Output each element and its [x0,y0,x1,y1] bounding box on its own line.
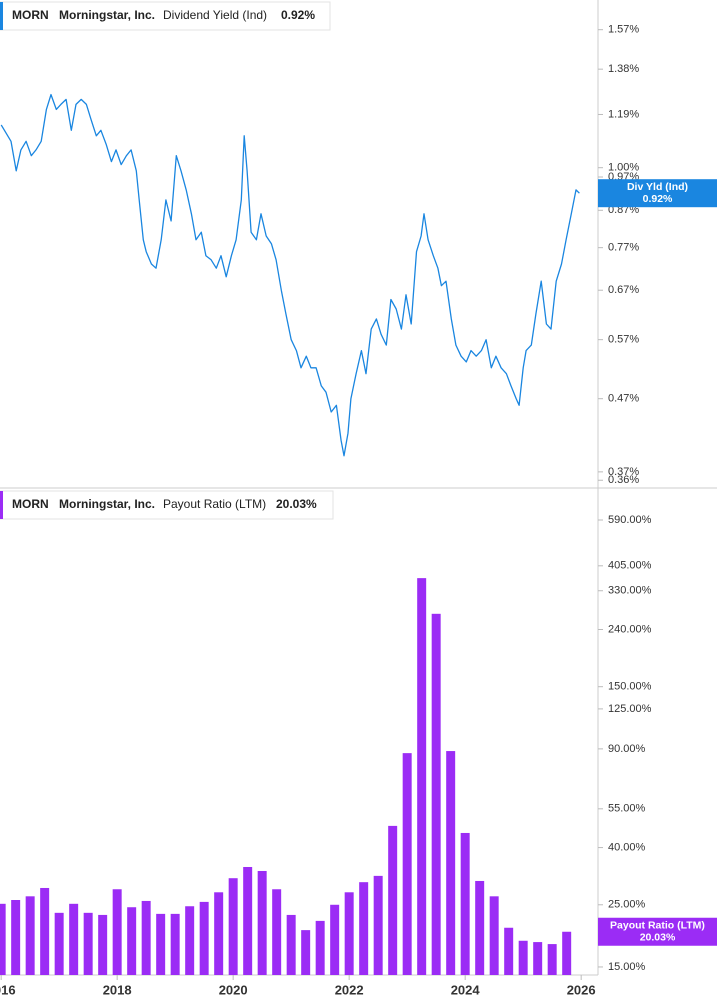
y-tick-label: 55.00% [608,803,646,815]
x-tick-label: 2018 [103,982,132,997]
bar [344,892,354,975]
bar [475,880,485,975]
marker-value: 0.92% [643,193,673,205]
line [0,93,580,457]
y-tick-label: 590.00% [608,514,652,526]
bar [98,914,108,975]
y-tick-label: 0.67% [608,284,639,296]
markers: Div Yld (Ind)0.92% Payout Ratio (LTM)20.0… [598,179,717,946]
x-tick-label: 2024 [451,982,481,997]
bar [11,900,21,975]
bar [54,912,64,975]
bar [402,753,412,975]
y-tick-label: 1.00% [608,162,639,174]
header-box [0,490,334,520]
ticker: MORN [12,497,49,511]
bar [141,900,151,975]
series-name: Dividend Yield (Ind) [163,8,267,22]
axes: 1.57%1.38%1.19%1.00%0.97%0.87%0.77%0.67%… [0,24,652,998]
header-1: MORN Morningstar, Inc. Payout Ratio (LTM… [0,490,334,520]
bar [243,866,253,975]
marker-label: Div Yld (Ind) [627,181,688,193]
header-stripe [0,2,3,30]
bar [170,913,180,975]
plot-0 [0,93,580,457]
y-tick-label: 0.87% [608,204,639,216]
bar [83,912,93,975]
y-tick-label: 0.36% [608,474,639,486]
company: Morningstar, Inc. [59,8,155,22]
bar [214,892,224,975]
y-tick-label: 0.77% [608,242,639,254]
x-tick-label: 2020 [219,982,248,997]
y-tick-label: 405.00% [608,560,652,572]
y-tick-label: 25.00% [608,899,646,911]
bar [199,901,209,975]
bar [446,751,456,975]
bar [373,875,383,975]
current-value: 0.92% [281,8,315,22]
current-value: 20.03% [276,497,317,511]
y-tick-label: 0.37% [608,466,639,478]
y-tick-label: 1.19% [608,108,639,120]
marker-label: Payout Ratio (LTM) [610,920,705,932]
bar [460,832,470,975]
bar [257,870,267,975]
bar [315,920,325,975]
x-tick-label: 2016 [0,982,16,997]
y-tick-label: 0.57% [608,334,639,346]
bar [272,889,282,975]
header-box [0,1,331,31]
bar [388,825,398,975]
x-tick-label: 2026 [567,982,596,997]
series-name: Payout Ratio (LTM) [163,497,266,511]
bar [417,578,427,975]
bar [0,903,6,975]
header-0: MORN Morningstar, Inc. Dividend Yield (I… [0,1,331,31]
y-tick-label: 240.00% [608,623,652,635]
bar [359,882,369,975]
y-tick-label: 0.47% [608,393,639,405]
value-marker [598,917,717,946]
bar [112,889,122,975]
bar [40,887,50,975]
bar [330,904,340,975]
y-tick-label: 330.00% [608,585,652,597]
y-tick-label: 90.00% [608,743,646,755]
bar [127,907,137,975]
plot-1 [0,578,572,975]
y-tick-label: 1.38% [608,63,639,75]
header-stripe [0,491,3,519]
bar [533,942,543,975]
y-tick-label: 1.57% [608,24,639,36]
bar [504,927,514,975]
bar [228,878,238,975]
bar [489,896,499,975]
bar [25,896,35,975]
y-tick-label: 150.00% [608,681,652,693]
company: Morningstar, Inc. [59,497,155,511]
bar [562,931,572,975]
y-tick-label: 15.00% [608,961,646,973]
y-tick-label: 125.00% [608,703,652,715]
bar [547,944,557,975]
bar [185,906,195,975]
bar [431,613,441,975]
x-tick-label: 2022 [335,982,364,997]
bar [301,930,311,975]
bar [156,913,166,975]
y-tick-label: 40.00% [608,841,646,853]
value-marker [598,179,717,208]
marker-value: 20.03% [640,932,676,944]
bar [518,940,528,975]
ticker: MORN [12,8,49,22]
bar [69,903,79,975]
bar [286,914,296,975]
